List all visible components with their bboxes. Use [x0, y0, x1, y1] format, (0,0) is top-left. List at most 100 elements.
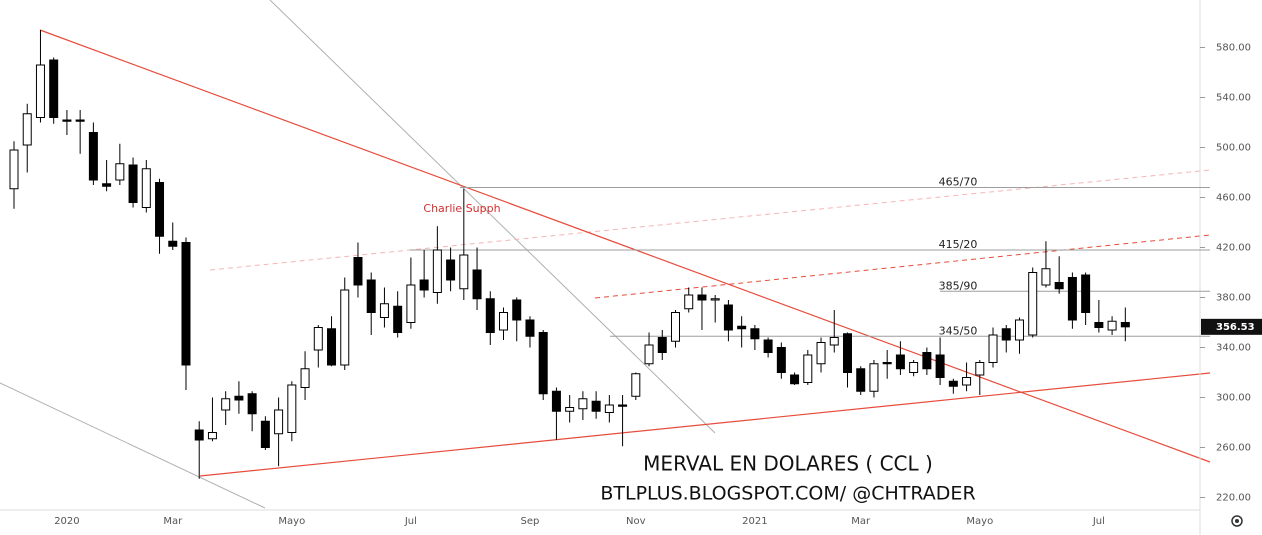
annotation: Charlie Supph [423, 202, 500, 215]
candle-body [300, 368, 310, 388]
candle-body [631, 373, 641, 397]
candle-body [75, 119, 85, 122]
candle-body [829, 337, 839, 346]
level-label: 385/90 [939, 279, 978, 292]
y-tick-label: 300.00 [1216, 393, 1251, 404]
candle-body [221, 398, 231, 411]
channel-line [209, 169, 1211, 271]
plot: 465/70 415/20 385/90 345/50 [9, 30, 1210, 479]
candle-body [551, 390, 561, 412]
x-tick-label: Mar [163, 516, 183, 527]
candle-body [922, 352, 932, 370]
candle-body [882, 362, 892, 365]
candle-body [935, 354, 945, 378]
candle-body [591, 400, 601, 412]
candle-body [1094, 322, 1104, 328]
candle-body [644, 344, 654, 365]
candle-body [102, 183, 112, 187]
candle-body [565, 407, 575, 412]
candle-body [366, 279, 376, 313]
candle-body [168, 240, 178, 247]
candle-body [353, 257, 363, 286]
candle-body [313, 327, 323, 351]
candle-body [975, 362, 985, 376]
candle-body [869, 363, 879, 392]
price-label: 356.53 [1216, 322, 1255, 333]
candle-body [816, 342, 826, 365]
candle-body [776, 347, 786, 373]
x-tick-label: Mayo [966, 516, 993, 527]
candle-body [35, 64, 45, 118]
candle-body [459, 254, 469, 290]
candle-body [194, 429, 204, 441]
trend-line [269, 0, 716, 434]
candle-body [181, 242, 191, 366]
trend-line [0, 382, 266, 509]
candle-body [1014, 319, 1024, 341]
trend-line [39, 29, 1211, 463]
chart-subtitle: BTLPLUS.BLOGSPOT.COM/ @CHTRADER [600, 483, 975, 505]
candle-body [710, 298, 720, 301]
candle-body [472, 269, 482, 300]
candle-body [604, 404, 614, 413]
level-label: 465/70 [939, 176, 978, 189]
candle-body [538, 332, 548, 395]
x-tick-label: Jul [1092, 516, 1105, 527]
candle-body [379, 303, 389, 318]
candle-body [207, 432, 217, 440]
candle-body [1120, 322, 1130, 328]
candle-body [909, 362, 919, 373]
y-tick-label: 260.00 [1216, 443, 1251, 454]
candle-body [803, 354, 813, 383]
candle-body [247, 393, 257, 415]
candle-body [948, 380, 958, 387]
candle-body [1081, 274, 1091, 313]
y-tick-label: 460.00 [1216, 193, 1251, 204]
x-tick-label: Sep [521, 516, 540, 527]
candle-body [141, 168, 151, 208]
candle-body [1028, 272, 1038, 336]
candle-body [1054, 282, 1064, 290]
candle-body [1107, 320, 1117, 331]
candle-body [790, 374, 800, 385]
y-tick-label: 420.00 [1216, 243, 1251, 254]
candle-body [22, 113, 32, 146]
candle-body [1001, 328, 1011, 341]
candle-body [446, 259, 456, 281]
y-tick-label: 580.00 [1216, 43, 1251, 54]
candle-body [763, 339, 773, 353]
candle-body [406, 284, 416, 323]
candle-body [274, 409, 284, 435]
candle-body [895, 354, 905, 370]
candle-body [419, 279, 429, 291]
candle-body [750, 328, 760, 340]
trend-line [199, 372, 1211, 477]
candle-body [856, 368, 866, 392]
candle-body [155, 182, 165, 237]
candle-body [723, 304, 733, 331]
level-label: 415/20 [939, 238, 978, 251]
candle-body [9, 149, 19, 190]
candle-body [432, 249, 442, 293]
y-tick-label: 500.00 [1216, 143, 1251, 154]
candle-body [327, 328, 337, 366]
candle-body [578, 398, 588, 410]
y-tick-label: 540.00 [1216, 93, 1251, 104]
x-tick-label: Jul [404, 516, 417, 527]
candle-body [1067, 277, 1077, 321]
candle-body [234, 395, 244, 401]
chart-title: MERVAL EN DOLARES ( CCL ) [643, 452, 933, 476]
candle-body [988, 334, 998, 363]
candle-body [525, 319, 535, 337]
settings-icon[interactable] [1231, 515, 1243, 527]
candle-body [340, 289, 350, 366]
candle-body [737, 325, 747, 330]
candle-body [1041, 268, 1051, 286]
y-tick-label: 380.00 [1216, 293, 1251, 304]
x-tick-label: Mayo [278, 516, 305, 527]
candle-body [962, 377, 972, 386]
level-label: 345/50 [939, 324, 978, 337]
candle-body [671, 312, 680, 342]
